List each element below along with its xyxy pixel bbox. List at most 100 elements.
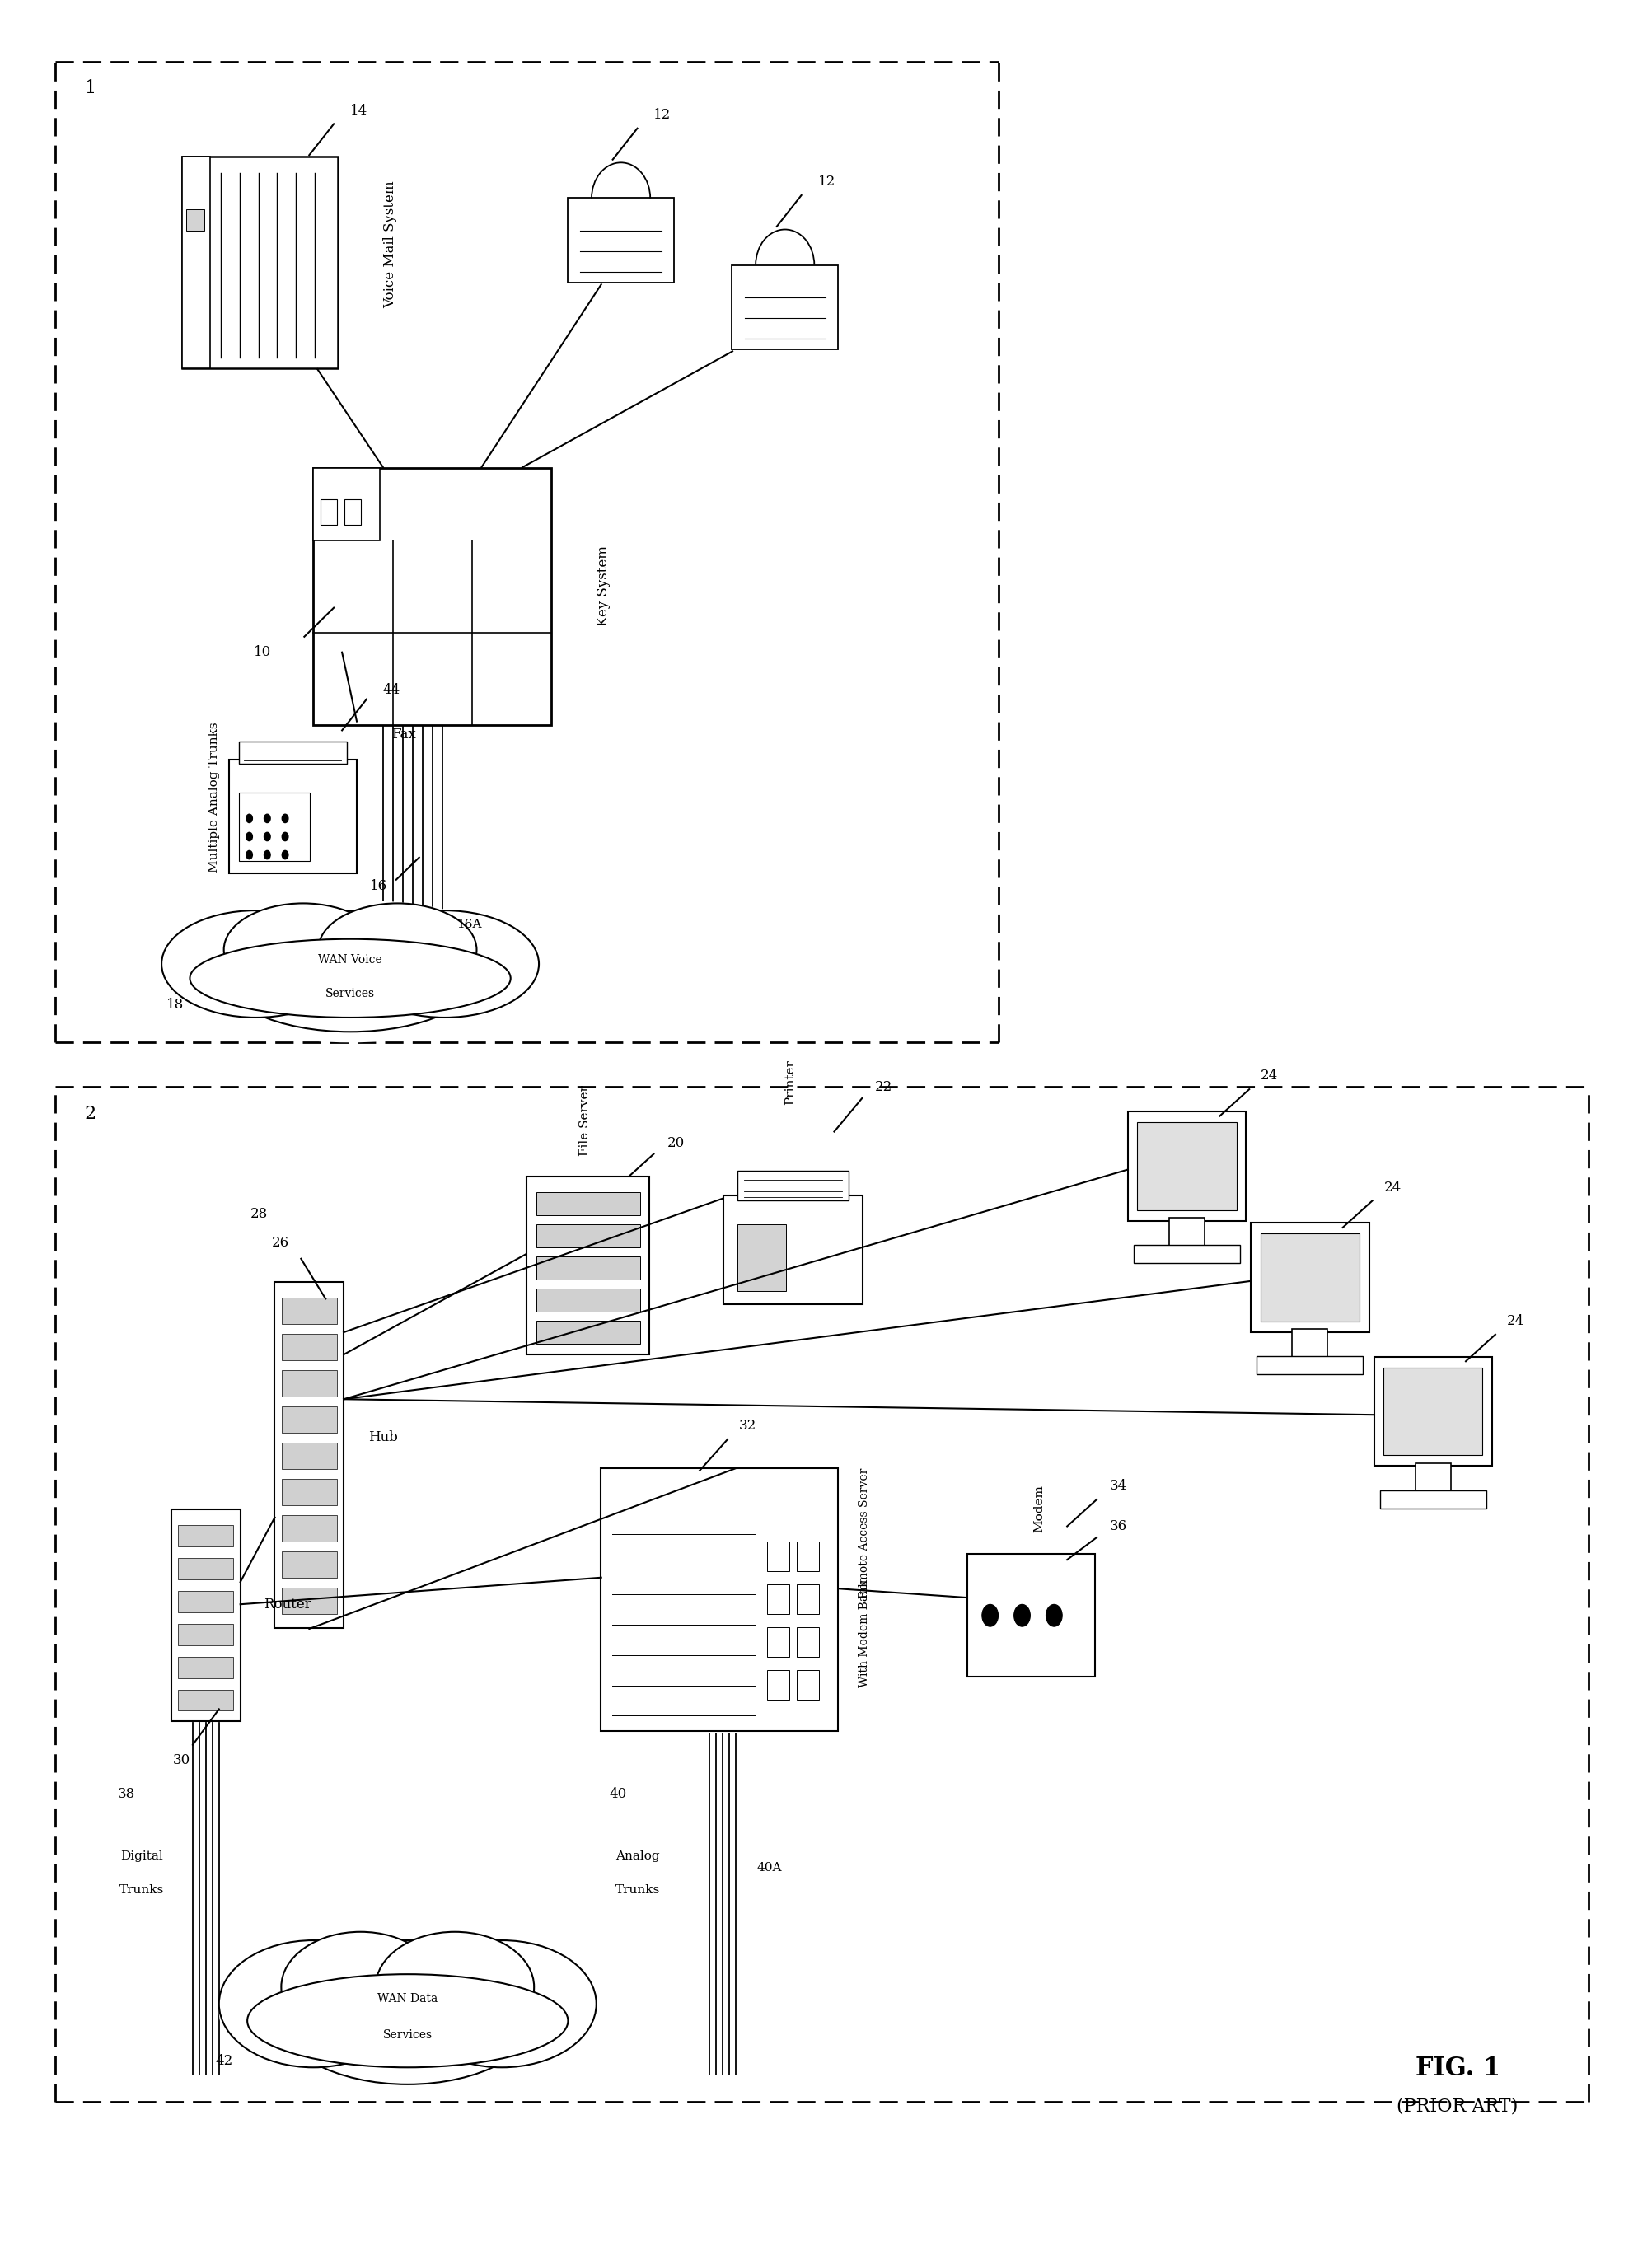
- Bar: [281, 1589, 337, 1614]
- Circle shape: [264, 852, 271, 858]
- Text: Printer: Printer: [785, 1060, 796, 1105]
- Bar: [281, 1515, 337, 1542]
- Bar: [732, 264, 838, 350]
- Bar: [178, 1656, 233, 1679]
- Bar: [182, 157, 339, 368]
- Text: 30: 30: [173, 1752, 190, 1768]
- Text: Services: Services: [383, 2028, 433, 2039]
- Bar: [568, 197, 674, 282]
- Bar: [281, 1479, 337, 1506]
- Bar: [1251, 1224, 1370, 1331]
- Circle shape: [246, 831, 253, 840]
- Ellipse shape: [350, 910, 539, 1017]
- Text: Hub: Hub: [368, 1430, 398, 1443]
- Circle shape: [246, 852, 253, 858]
- Ellipse shape: [375, 1932, 534, 2042]
- Text: 40: 40: [610, 1786, 628, 1802]
- Text: Analog: Analog: [615, 1851, 659, 1862]
- Text: 10: 10: [254, 645, 271, 659]
- Text: 12: 12: [654, 108, 671, 121]
- Bar: [1383, 1367, 1482, 1454]
- Text: 32: 32: [738, 1419, 757, 1432]
- Circle shape: [264, 831, 271, 840]
- Bar: [767, 1542, 790, 1571]
- Ellipse shape: [218, 910, 482, 1031]
- Ellipse shape: [162, 901, 539, 1042]
- Text: 38: 38: [117, 1786, 135, 1802]
- Text: 34: 34: [1110, 1479, 1127, 1493]
- Text: 14: 14: [350, 103, 368, 117]
- Text: FIG. 1: FIG. 1: [1416, 2055, 1500, 2082]
- Text: 26: 26: [273, 1237, 289, 1250]
- Ellipse shape: [276, 1941, 540, 2084]
- Text: 28: 28: [251, 1208, 268, 1221]
- Text: File Server: File Server: [580, 1085, 591, 1156]
- Text: Remote Access Server: Remote Access Server: [859, 1468, 871, 1598]
- Bar: [314, 468, 380, 540]
- Bar: [178, 1625, 233, 1645]
- Bar: [178, 1557, 233, 1580]
- Text: 42: 42: [216, 2055, 233, 2068]
- Text: Trunks: Trunks: [119, 1885, 164, 1896]
- Bar: [172, 1510, 240, 1721]
- Ellipse shape: [408, 1941, 596, 2068]
- Bar: [537, 1224, 639, 1248]
- Text: 2: 2: [84, 1105, 96, 1123]
- Bar: [537, 1320, 639, 1345]
- Ellipse shape: [162, 910, 350, 1017]
- Bar: [281, 1369, 337, 1396]
- Bar: [178, 1690, 233, 1710]
- Bar: [767, 1627, 790, 1656]
- Bar: [320, 500, 337, 524]
- Text: 40A: 40A: [757, 1862, 783, 1873]
- Bar: [1374, 1356, 1492, 1466]
- Text: Fax: Fax: [392, 728, 416, 742]
- Bar: [274, 1282, 344, 1627]
- Circle shape: [981, 1605, 998, 1627]
- Bar: [1257, 1356, 1363, 1374]
- Text: With Modem Bank: With Modem Bank: [859, 1580, 871, 1687]
- Bar: [1260, 1235, 1360, 1322]
- Bar: [281, 1407, 337, 1432]
- Bar: [314, 468, 552, 724]
- Text: 16: 16: [370, 878, 387, 894]
- Bar: [281, 1551, 337, 1578]
- Ellipse shape: [319, 903, 477, 995]
- Text: 22: 22: [876, 1080, 892, 1094]
- Bar: [737, 1224, 786, 1291]
- Bar: [281, 1443, 337, 1468]
- Bar: [796, 1584, 819, 1614]
- Text: Services: Services: [325, 988, 375, 999]
- Bar: [182, 157, 210, 368]
- Text: (PRIOR ART): (PRIOR ART): [1398, 2098, 1518, 2116]
- Text: WAN Voice: WAN Voice: [319, 955, 382, 966]
- Text: Key System: Key System: [596, 545, 610, 625]
- Text: Modem: Modem: [1034, 1484, 1046, 1533]
- Text: 18: 18: [167, 997, 183, 1011]
- Bar: [1170, 1217, 1204, 1250]
- Ellipse shape: [220, 1941, 408, 2068]
- Bar: [724, 1197, 862, 1304]
- Text: Router: Router: [263, 1598, 311, 1611]
- Bar: [240, 793, 309, 861]
- Bar: [737, 1170, 849, 1201]
- Ellipse shape: [248, 1974, 568, 2068]
- Bar: [796, 1627, 819, 1656]
- Ellipse shape: [190, 939, 510, 1017]
- Ellipse shape: [281, 1932, 439, 2042]
- Text: Trunks: Trunks: [615, 1885, 659, 1896]
- Bar: [230, 760, 357, 874]
- Text: 1: 1: [84, 78, 96, 96]
- Bar: [767, 1584, 790, 1614]
- Ellipse shape: [223, 903, 382, 995]
- Ellipse shape: [220, 1927, 596, 2098]
- Bar: [344, 500, 360, 524]
- Circle shape: [1046, 1605, 1062, 1627]
- Text: 44: 44: [383, 684, 400, 697]
- Text: 24: 24: [1384, 1181, 1401, 1194]
- Bar: [281, 1333, 337, 1360]
- Circle shape: [246, 813, 253, 822]
- Bar: [187, 208, 205, 231]
- Bar: [1137, 1123, 1237, 1210]
- Bar: [1133, 1246, 1241, 1264]
